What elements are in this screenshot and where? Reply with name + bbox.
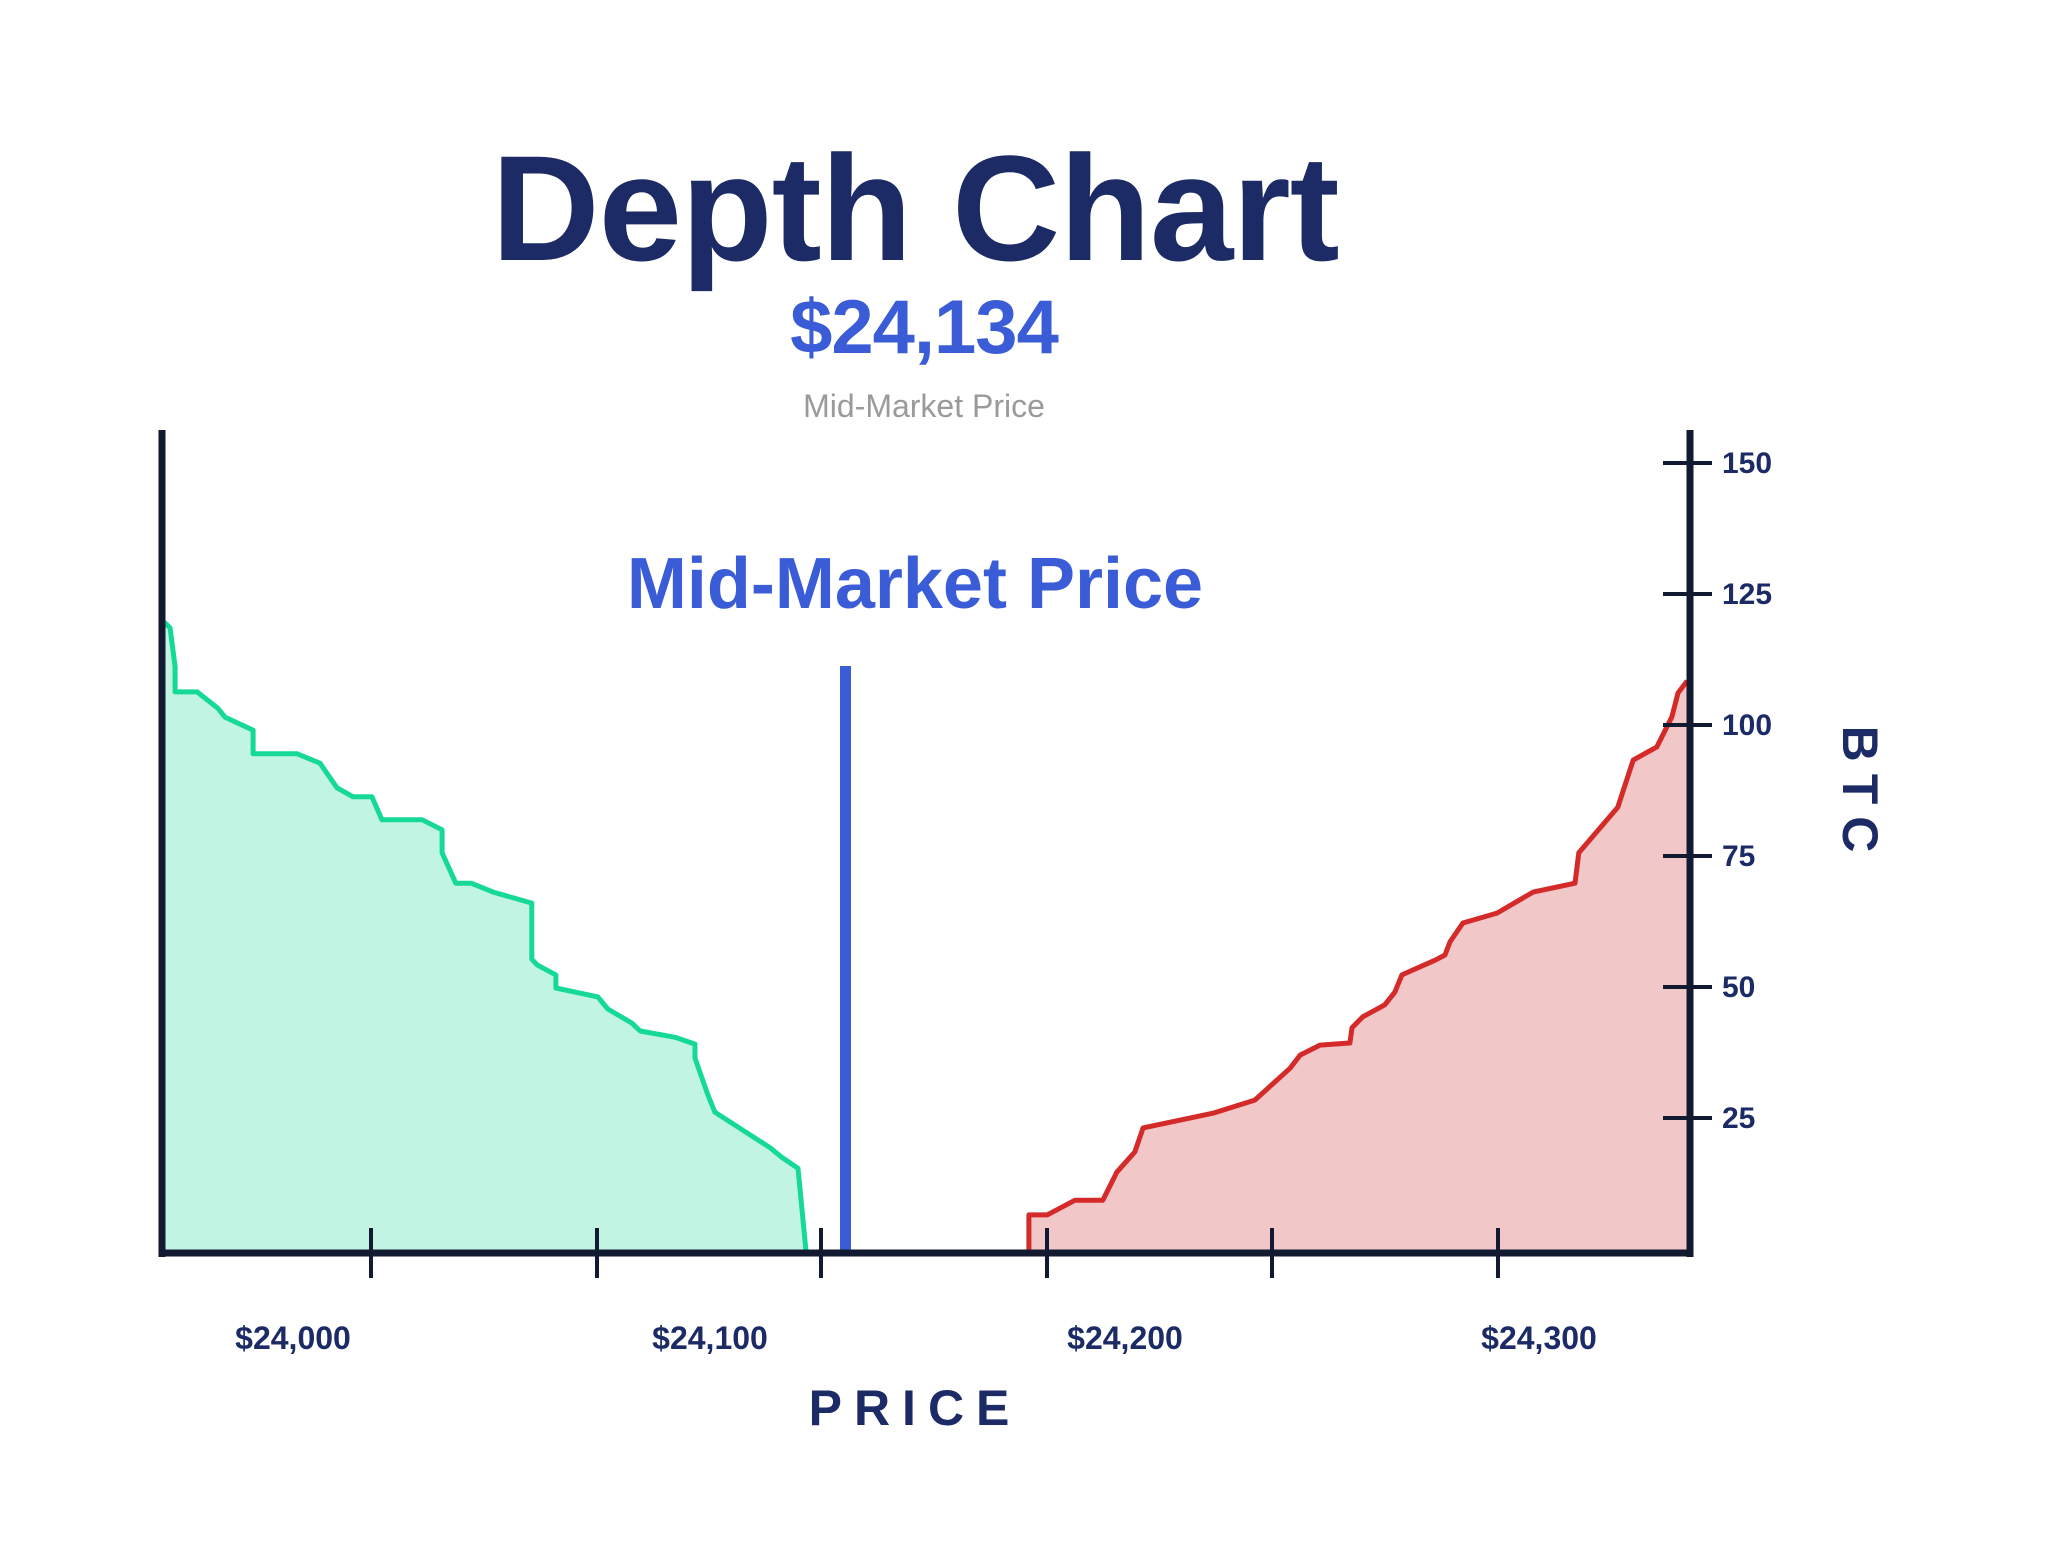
y-axis-title: BTC <box>1832 725 1888 865</box>
y-tick-label: 150 <box>1722 447 1773 480</box>
y-tick-label: 125 <box>1722 578 1773 611</box>
x-axis-ticks <box>369 1228 1500 1278</box>
mid-market-price-caption: Mid-Market Price <box>803 388 1045 424</box>
ask-depth-line <box>1026 679 1690 1250</box>
x-tick-label: $24,000 <box>235 1320 351 1356</box>
bid-depth-line <box>162 620 809 1251</box>
ask-area-fill <box>1028 680 1690 1250</box>
y-tick-label: 75 <box>1722 840 1756 873</box>
x-axis-title: PRICE <box>808 1380 1022 1436</box>
mid-market-price-value: $24,134 <box>790 285 1059 370</box>
x-tick-label: $24,100 <box>652 1320 768 1356</box>
y-tick-label: 100 <box>1722 709 1773 742</box>
x-tick-label: $24,300 <box>1481 1320 1597 1356</box>
chart-title: Depth Chart <box>491 124 1339 292</box>
y-tick-label: 50 <box>1722 971 1756 1004</box>
axes <box>158 430 1712 1278</box>
y-tick-label: 25 <box>1722 1102 1756 1135</box>
x-tick-label: $24,200 <box>1067 1320 1183 1356</box>
y-axis-ticks <box>1663 461 1712 1120</box>
mid-market-price-line-label: Mid-Market Price <box>626 544 1204 624</box>
bid-area-fill <box>162 622 806 1250</box>
